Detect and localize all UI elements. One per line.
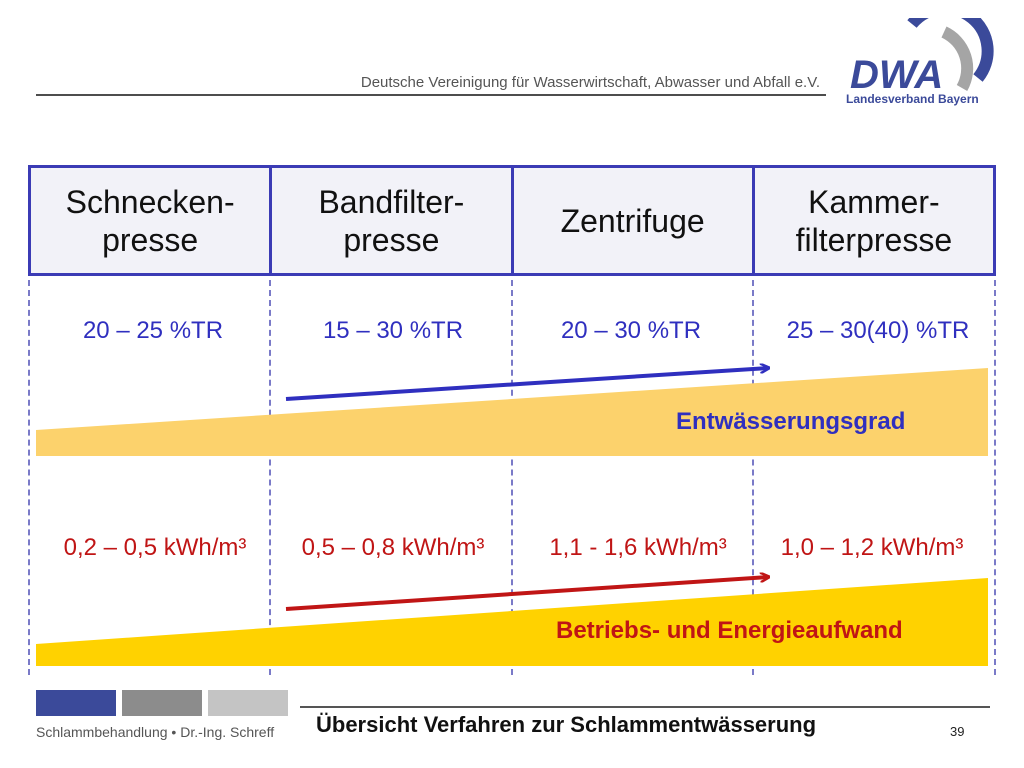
- column-divider: [269, 280, 271, 675]
- operating-energy-label: Betriebs- und Energieaufwand: [556, 617, 903, 644]
- process-chamber-filter-press: Kammer- filterpresse: [795, 183, 953, 258]
- dewatering-wedge: [36, 368, 988, 456]
- footer-square-blue: [36, 690, 116, 716]
- energy-value: 0,2 – 0,5 kWh/m³: [63, 534, 247, 561]
- energy-wedge: [36, 578, 988, 666]
- logo-wordmark: DWA: [850, 53, 943, 97]
- energy-value: 1,0 – 1,2 kWh/m³: [780, 534, 964, 561]
- dry-matter-value: 20 – 30 %TR: [560, 317, 702, 344]
- dry-matter-value: 20 – 25 %TR: [82, 317, 224, 344]
- footer-square-gray: [122, 690, 202, 716]
- slide-title: Übersicht Verfahren zur Schlammentwässer…: [316, 712, 817, 737]
- energy-value: 1,1 - 1,6 kWh/m³: [549, 534, 727, 561]
- dewatering-degree-label: Entwässerungsgrad: [676, 408, 906, 435]
- process-table: Schnecken- presse Bandfilter- presse Zen…: [28, 165, 996, 276]
- logo-subtitle: Landesverband Bayern: [846, 92, 979, 106]
- column-divider: [28, 280, 30, 675]
- column-divider: [752, 280, 754, 675]
- process-screw-press: Schnecken- presse: [31, 168, 273, 273]
- dry-matter-value: 15 – 30 %TR: [322, 317, 464, 344]
- footer-divider: [300, 706, 990, 708]
- footer-author: Schlammbehandlung • Dr.-Ing. Schreff: [36, 724, 275, 740]
- process-centrifuge: Zentrifuge: [514, 168, 755, 273]
- process-belt-filter-press: Bandfilter- presse: [272, 168, 514, 273]
- energy-arrow: [285, 577, 768, 611]
- page-number: 39: [950, 724, 965, 739]
- organization-name: Deutsche Vereinigung für Wasserwirtschaf…: [360, 74, 820, 91]
- column-divider: [511, 280, 513, 675]
- dewatering-arrow: [285, 368, 768, 401]
- dry-matter-value: 25 – 30(40) %TR: [786, 317, 970, 344]
- footer-square-lightgray: [208, 690, 288, 716]
- column-divider: [994, 280, 996, 675]
- dwa-logo: DWA: [850, 18, 994, 97]
- header-divider: [36, 94, 826, 96]
- energy-value: 0,5 – 0,8 kWh/m³: [301, 534, 485, 561]
